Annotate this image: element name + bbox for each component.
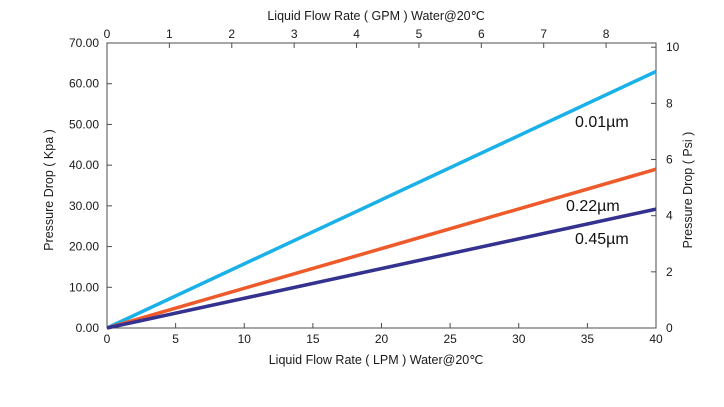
x-bottom-tick-label: 5 xyxy=(172,332,179,346)
y-left-axis-title: Pressure Drop ( Kpa ) xyxy=(42,129,56,251)
x-bottom-tick-label: 20 xyxy=(375,332,389,346)
x-top-tick-label: 2 xyxy=(228,27,235,41)
x-top-tick-label: 8 xyxy=(603,27,610,41)
x-bottom-tick-label: 30 xyxy=(512,332,526,346)
y-right-tick-label: 6 xyxy=(666,153,673,167)
y-left-tick-label: 0.00 xyxy=(76,321,100,335)
x-top-tick-label: 1 xyxy=(166,27,173,41)
y-left-tick-label: 40.00 xyxy=(69,158,99,172)
x-top-tick-label: 5 xyxy=(416,27,423,41)
series-label: 0.01µm xyxy=(575,114,629,131)
series-line xyxy=(106,69,657,330)
x-bottom-tick-label: 40 xyxy=(649,332,663,346)
y-right-axis-title: Pressure Drop ( Psi ) xyxy=(681,132,695,249)
y-left-tick-label: 70.00 xyxy=(69,36,99,50)
x-top-tick-label: 6 xyxy=(478,27,485,41)
x-top-tick-label: 7 xyxy=(540,27,547,41)
y-right-tick-label: 10 xyxy=(666,40,680,54)
y-left-tick-label: 20.00 xyxy=(69,240,99,254)
y-left-tick-label: 30.00 xyxy=(69,199,99,213)
plot-area-frame xyxy=(106,42,657,329)
y-left-tick-label: 60.00 xyxy=(69,77,99,91)
series-labels: 0.01µm 0.22µm 0.45µm xyxy=(566,114,629,248)
x-bottom-tick-label: 0 xyxy=(104,332,111,346)
y-right-tick-label: 8 xyxy=(666,96,673,110)
series-line xyxy=(106,207,657,330)
y-right-tick-label: 4 xyxy=(666,209,673,223)
series-label: 0.22µm xyxy=(566,198,620,215)
x-top-tick-label: 4 xyxy=(353,27,360,41)
x-top-tick-label: 3 xyxy=(291,27,298,41)
y-right-ticks: 0 2 4 6 8 10 xyxy=(651,40,680,335)
y-left-ticks: 0.00 10.00 20.00 30.00 40.00 50.00 60.00 70.00 xyxy=(69,36,112,335)
x-bottom-tick-label: 25 xyxy=(443,332,457,346)
y-left-tick-label: 10.00 xyxy=(69,280,99,294)
x-top-tick-label: 0 xyxy=(104,27,111,41)
series-lines xyxy=(106,69,657,330)
x-top-ticks: 0 1 2 3 4 5 6 7 8 xyxy=(104,27,610,48)
y-right-tick-label: 0 xyxy=(666,321,673,335)
x-bottom-axis-title: Liquid Flow Rate ( LPM ) Water@20℃ xyxy=(269,353,484,367)
series-label: 0.45µm xyxy=(575,231,629,248)
x-bottom-tick-label: 15 xyxy=(306,332,320,346)
series-line xyxy=(106,167,657,330)
x-bottom-tick-label: 10 xyxy=(238,332,252,346)
y-left-tick-label: 50.00 xyxy=(69,117,99,131)
x-bottom-ticks: 0 5 10 15 20 25 30 35 40 xyxy=(104,323,663,346)
x-top-axis-title: Liquid Flow Rate ( GPM ) Water@20℃ xyxy=(267,9,484,23)
y-right-tick-label: 2 xyxy=(666,265,673,279)
x-bottom-tick-label: 35 xyxy=(581,332,595,346)
